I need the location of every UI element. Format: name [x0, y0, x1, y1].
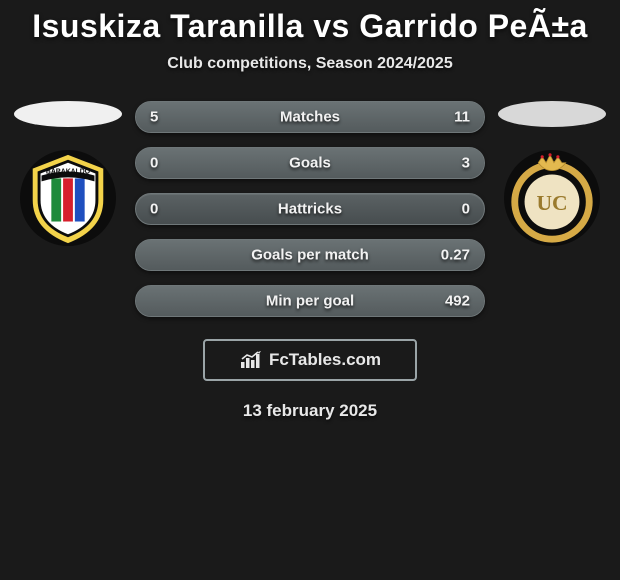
team-right-crest-icon: UC: [503, 149, 601, 247]
subtitle: Club competitions, Season 2024/2025: [0, 55, 620, 73]
svg-text:BARAKALDO: BARAKALDO: [46, 169, 91, 176]
stat-label: Goals per match: [136, 247, 484, 264]
stat-value-right: 3: [462, 155, 470, 172]
brand-badge[interactable]: FcTables.com: [203, 339, 417, 381]
brand-text: FcTables.com: [269, 350, 381, 370]
player-left-head-icon: [14, 101, 122, 127]
svg-text:UC: UC: [536, 191, 567, 215]
brand-chart-icon: [239, 350, 265, 370]
page-title: Isuskiza Taranilla vs Garrido PeÃ±a: [0, 8, 620, 45]
stat-value-right: 0: [462, 201, 470, 218]
stat-label: Min per goal: [136, 293, 484, 310]
stat-value-right: 0.27: [441, 247, 470, 264]
stat-label: Goals: [136, 155, 484, 172]
player-right-column: UC: [497, 101, 607, 247]
date-label: 13 february 2025: [0, 401, 620, 421]
stat-bar: Min per goal492: [135, 285, 485, 317]
stat-bar: Goals per match0.27: [135, 239, 485, 271]
player-left-column: BARAKALDO: [13, 101, 123, 247]
stat-bar: 5Matches11: [135, 101, 485, 133]
stat-bars: 5Matches110Goals30Hattricks0Goals per ma…: [135, 101, 485, 317]
stat-value-right: 11: [454, 109, 470, 126]
stat-value-right: 492: [445, 293, 470, 310]
comparison-area: BARAKALDO 5Matches110Goals30Hattricks0Go…: [0, 101, 620, 317]
stat-label: Matches: [136, 109, 484, 126]
team-left-crest-icon: BARAKALDO: [19, 149, 117, 247]
stat-bar: 0Hattricks0: [135, 193, 485, 225]
stat-bar: 0Goals3: [135, 147, 485, 179]
stat-label: Hattricks: [136, 201, 484, 218]
player-right-head-icon: [498, 101, 606, 127]
